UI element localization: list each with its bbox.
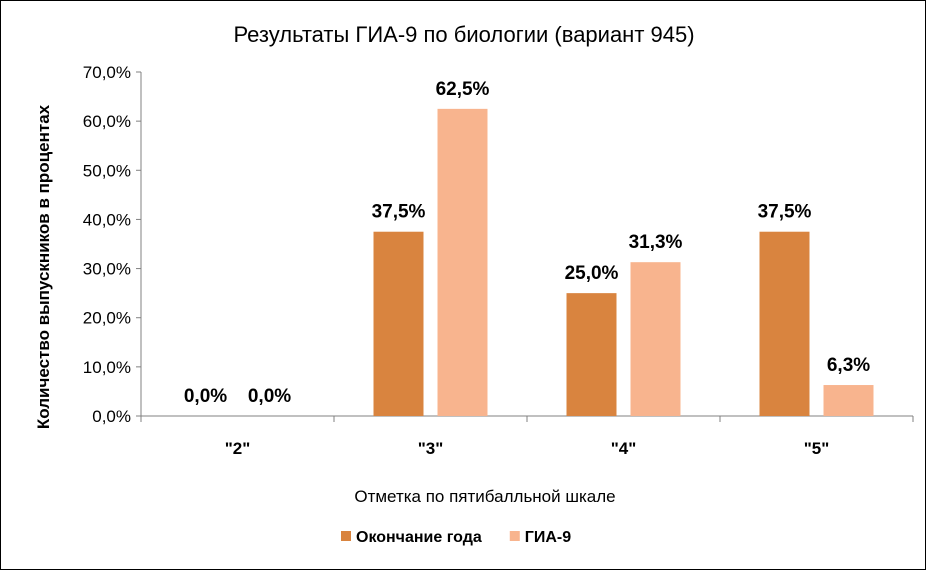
y-tick-label: 40,0% [83,210,131,229]
bar [823,385,874,416]
y-tick-label: 30,0% [83,260,131,279]
data-label: 25,0% [565,263,619,284]
legend-label: ГИА-9 [525,529,571,546]
x-tick-label: "3" [418,439,444,458]
y-tick-label: 0,0% [92,407,131,426]
legend: Окончание года ГИА-9 [341,529,571,546]
x-axis-label: Отметка по пятибалльной шкале [354,487,615,506]
bars-group: 0,0% 37,5% 25,0% 37,5% 0,0% 62,5% 31,3% 6,3% [184,79,874,416]
x-tick-label: "5" [804,439,830,458]
data-label: 0,0% [184,386,227,407]
y-tick-label: 20,0% [83,309,131,328]
data-label: 6,3% [827,355,870,376]
data-label: 62,5% [436,79,490,100]
y-tick-label: 10,0% [83,358,131,377]
legend-swatch [341,531,351,541]
y-tick-label: 50,0% [83,161,131,180]
bar [566,293,617,416]
y-axis-label: Количество выпускников в процентах [34,104,53,429]
bar [630,262,681,416]
bar [759,231,810,416]
y-tick-label: 70,0% [83,63,131,82]
bar [437,108,488,416]
legend-label: Окончание года [356,529,482,546]
data-label: 37,5% [758,202,812,223]
chart-title: Результаты ГИА-9 по биологии (вариант 94… [233,22,694,47]
x-tick-label: "2" [225,439,251,458]
legend-swatch [509,531,520,541]
data-label: 37,5% [372,202,426,223]
axes: 0,0% 10,0% 20,0% 30,0% 40,0% 50,0% 60,0% 70,0% "… [83,63,914,458]
y-tick-label: 60,0% [83,112,131,131]
bar [373,231,424,416]
x-tick-label: "4" [611,439,637,458]
data-label: 31,3% [629,232,683,253]
data-label: 0,0% [248,386,291,407]
